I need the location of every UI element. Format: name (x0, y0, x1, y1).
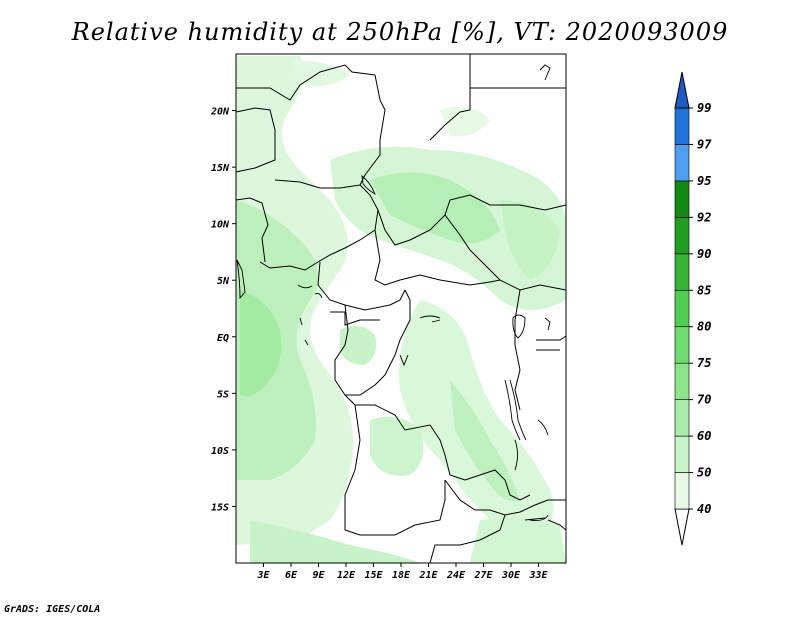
lon-tick-label: 3E (256, 570, 270, 581)
lon-tick-label: 12E (337, 570, 356, 581)
country-borders (235, 54, 567, 564)
axis-ticks: 3E 6E 9E 12E 15E 18E 21E 24E 27E 30E 33E 20N 15N 10N 5… (210, 107, 549, 581)
lat-tick-label: 10N (211, 220, 230, 231)
colorbar-segment (674, 107, 690, 145)
colorbar-label: 95 (697, 174, 711, 188)
colorbar-segment (674, 399, 690, 437)
lat-tick-label: 5N (217, 276, 230, 287)
colorbar-label: 97 (697, 137, 712, 151)
colorbar-segment (674, 326, 690, 364)
colorbar-segment (674, 472, 690, 510)
lat-tick-label: 10S (211, 446, 229, 457)
humidity-map: 3E 6E 9E 12E 15E 18E 21E 24E 27E 30E 33E 20N 15N 10N 5… (210, 53, 712, 581)
colorbar-segment (674, 144, 690, 182)
map-title: Relative humidity at 250hPa [%], VT: 202… (71, 18, 729, 46)
lat-tick-label: 15N (211, 163, 230, 174)
lon-tick-label: 15E (364, 570, 383, 581)
colorbar-lower-triangle (674, 508, 690, 546)
colorbar-label: 60 (697, 429, 711, 443)
lon-tick-label: 24E (446, 570, 466, 581)
lakes (236, 64, 551, 521)
colorbar: 40 50 60 70 75 80 85 90 92 95 97 99 (674, 71, 712, 546)
lat-tick-label: 5S (217, 389, 229, 400)
colorbar-label: 99 (697, 101, 711, 115)
colorbar-segment (674, 362, 690, 400)
lat-tick-label: EQ (217, 333, 229, 344)
colorbar-label: 85 (697, 283, 711, 297)
colorbar-label: 90 (697, 247, 711, 261)
lon-tick-label: 6E (285, 570, 298, 581)
lon-tick-label: 18E (392, 570, 411, 581)
lat-tick-label: 20N (210, 107, 230, 118)
colorbar-label: 92 (697, 210, 711, 224)
colorbar-label: 80 (697, 320, 711, 334)
colorbar-segment (674, 253, 690, 291)
colorbar-label: 40 (697, 502, 711, 516)
colorbar-segment (674, 217, 690, 255)
humidity-fill (236, 54, 566, 563)
lon-tick-label: 30E (501, 570, 521, 581)
colorbar-segment (674, 289, 690, 328)
lon-tick-label: 21E (418, 570, 438, 581)
lat-tick-label: 15S (211, 502, 229, 513)
colorbar-segment (674, 180, 690, 218)
colorbar-label: 70 (697, 393, 711, 407)
colorbar-upper-triangle (674, 71, 690, 109)
colorbar-label: 50 (697, 466, 711, 480)
lon-tick-label: 27E (473, 570, 493, 581)
colorbar-segment (674, 435, 690, 473)
lon-tick-label: 9E (312, 570, 325, 581)
lon-tick-label: 33E (528, 570, 548, 581)
grads-credit: GrADS: IGES/COLA (4, 604, 101, 615)
colorbar-label: 75 (697, 356, 711, 370)
